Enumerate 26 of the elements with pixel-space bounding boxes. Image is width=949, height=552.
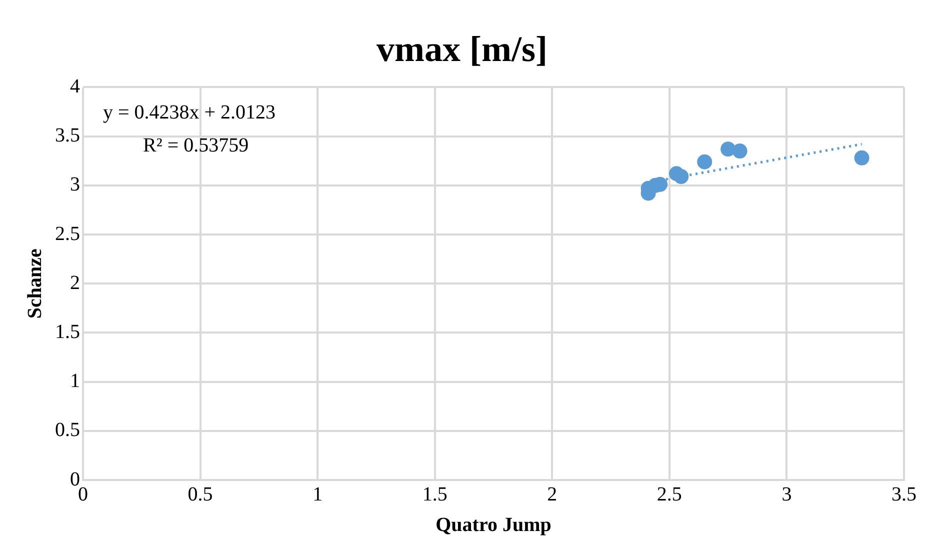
y-tick-label: 1.5	[55, 320, 80, 343]
point	[732, 144, 748, 159]
x-tick-label: 0.5	[188, 483, 213, 506]
y-tick-label: 3	[70, 174, 80, 196]
y-tick-label: 0	[70, 468, 80, 490]
x-tick-label: 2.5	[656, 483, 682, 506]
x-tick-label: 3.5	[892, 483, 916, 506]
y-tick-label: 0.5	[55, 419, 80, 442]
point	[720, 142, 736, 157]
annotation: y = 0.4238x + 2.0123	[103, 101, 276, 124]
point	[697, 154, 712, 170]
y-tick-label: 2	[70, 272, 80, 294]
y-tick-label: 1	[70, 370, 80, 392]
x-tick-label: 2	[547, 483, 558, 506]
x-tick-label: 1	[312, 483, 323, 506]
annotation: R² = 0.53759	[143, 134, 249, 156]
point	[674, 169, 689, 184]
x-tick-label: 1.5	[422, 483, 448, 506]
y-axis-title: Schanze	[24, 248, 46, 319]
y-tick-label: 4	[70, 75, 80, 98]
y-tick-label: 3.5	[55, 124, 80, 147]
x-tick-label: 3	[782, 483, 792, 506]
y-tick-label: 2.5	[55, 222, 80, 245]
chart-title: vmax [m/s]	[376, 28, 548, 69]
x-axis-title: Quatro Jump	[436, 514, 552, 536]
point	[854, 150, 870, 166]
